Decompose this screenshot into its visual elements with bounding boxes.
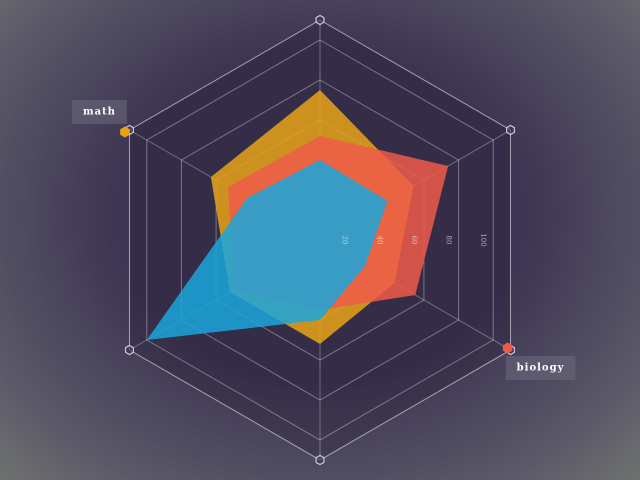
category-label-box [505,356,576,380]
label-badge [120,126,130,138]
category-label-text: math [83,107,116,118]
vertex-marker [506,124,516,136]
y-tick-label: 80 [445,236,453,245]
category-label: math [71,100,127,124]
label-badge [502,342,513,354]
series-area [146,160,388,340]
category-label-box [71,100,127,124]
grid-ring [180,79,460,401]
vertex-marker [315,454,325,466]
y-tick-label: 40 [375,236,383,245]
vertex-marker [315,14,325,26]
y-tick-label: 60 [410,236,418,245]
category-label: biology [505,356,576,380]
category-label-text: biology [517,363,565,374]
grid-ring [146,39,494,441]
y-tick-label: 100 [479,233,487,246]
y-tick-label: 20 [341,236,349,245]
vertex-marker [124,344,134,356]
